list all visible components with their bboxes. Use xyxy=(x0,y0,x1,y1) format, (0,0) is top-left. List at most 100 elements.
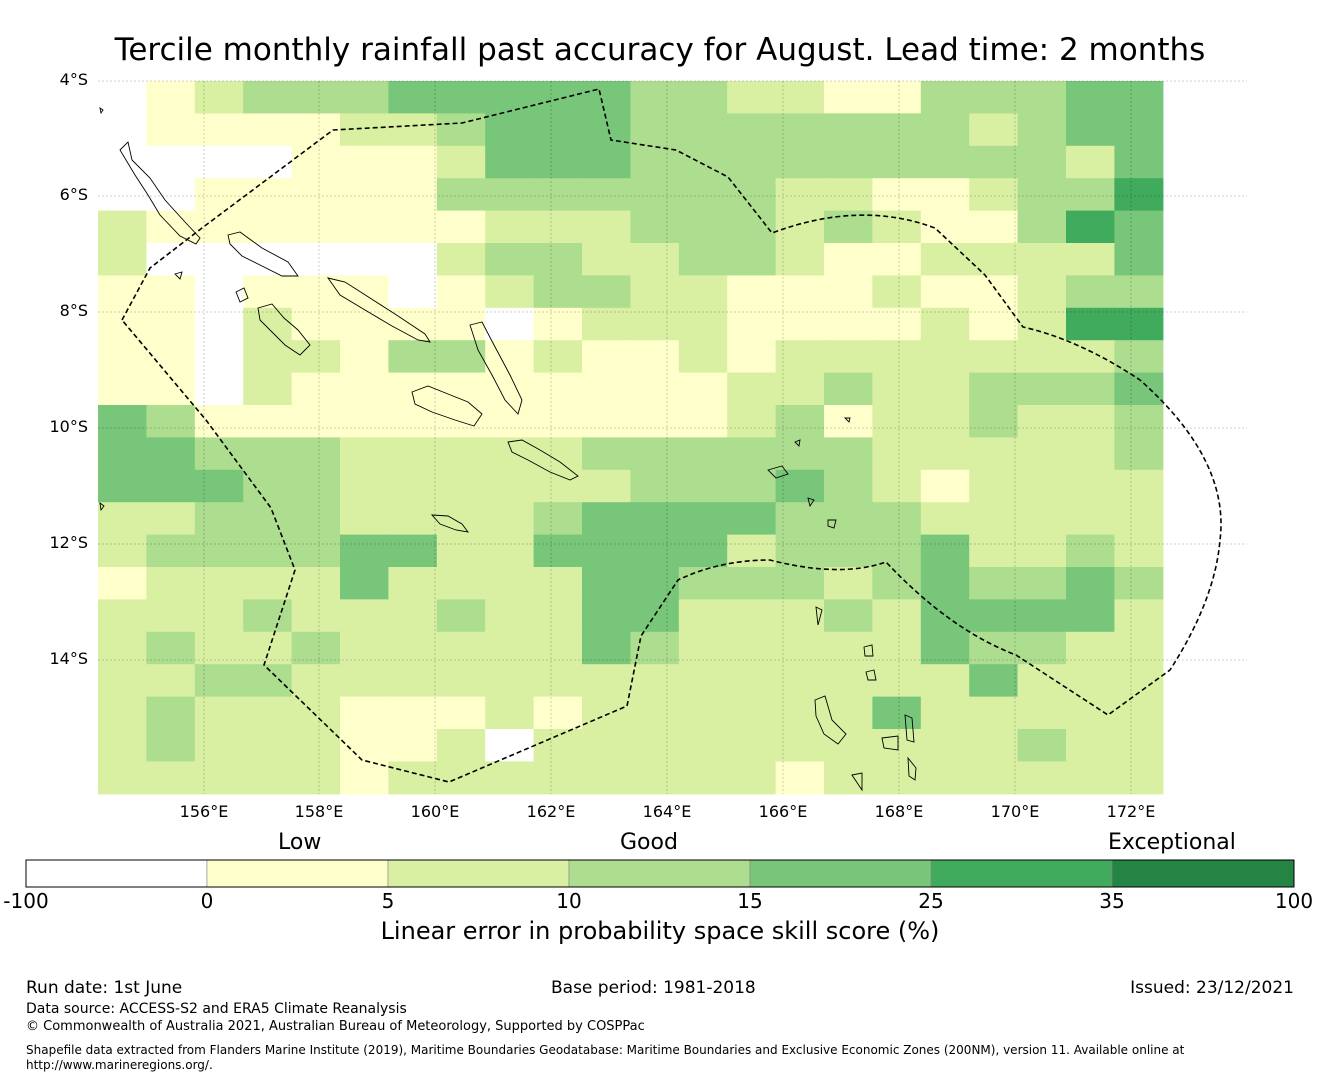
map-cell xyxy=(388,599,438,633)
map-cell xyxy=(243,405,293,438)
map-cell xyxy=(436,664,486,698)
map-cell xyxy=(824,275,873,309)
latitude-label: 10°S xyxy=(49,417,88,436)
map-cell xyxy=(194,113,244,147)
map-cell xyxy=(872,210,922,244)
map-cell xyxy=(1114,81,1164,114)
map-cell xyxy=(291,210,341,244)
island-guadalcanal xyxy=(411,385,483,427)
map-cell xyxy=(291,469,341,503)
island-vanikoro xyxy=(827,519,837,529)
map-cell xyxy=(1066,469,1115,503)
map-cell xyxy=(485,178,535,212)
map-cell xyxy=(98,405,147,438)
map-cell xyxy=(824,372,873,406)
eez-boundary xyxy=(121,88,1222,783)
map-cell xyxy=(630,243,680,276)
map-cell xyxy=(291,405,341,438)
map-cell xyxy=(146,761,196,795)
map-cell xyxy=(146,534,196,568)
map-cell xyxy=(436,405,486,438)
map-cell xyxy=(872,534,922,568)
map-cell xyxy=(1066,210,1115,244)
map-cell xyxy=(436,145,486,179)
map-cell xyxy=(533,81,583,114)
map-cell xyxy=(872,307,922,341)
map-cell xyxy=(969,210,1019,244)
island-santa-cruz xyxy=(767,465,789,479)
map-cell xyxy=(485,599,535,633)
map-cell xyxy=(146,210,196,244)
map-cell xyxy=(243,761,293,795)
map-cell xyxy=(920,631,970,665)
island-torres xyxy=(815,606,823,626)
map-cell xyxy=(678,81,728,114)
map-cell xyxy=(194,729,244,762)
map-cell xyxy=(1017,275,1067,309)
map-cell xyxy=(1017,599,1067,633)
map-cell xyxy=(146,243,196,276)
map-cell xyxy=(1114,631,1164,665)
map-cell xyxy=(920,405,970,438)
map-cell xyxy=(1017,761,1067,795)
map-cell xyxy=(969,534,1019,568)
map-cell xyxy=(824,729,873,762)
map-cell xyxy=(872,567,922,600)
map-cell xyxy=(98,567,147,600)
map-cell xyxy=(243,113,293,147)
map-cell xyxy=(1066,145,1115,179)
map-cell xyxy=(194,307,244,341)
map-cell xyxy=(291,729,341,762)
map-cell xyxy=(630,534,680,568)
map-cell xyxy=(872,502,922,536)
map-cell xyxy=(194,567,244,600)
map-cell xyxy=(194,761,244,795)
map-cell xyxy=(291,307,341,341)
map-cell xyxy=(969,243,1019,276)
map-cell xyxy=(340,696,389,730)
map-cell xyxy=(436,729,486,762)
map-cell xyxy=(340,113,389,147)
map-cell xyxy=(824,178,873,212)
map-cell xyxy=(727,437,777,471)
map-cell xyxy=(436,534,486,568)
colorbar-segment xyxy=(1111,859,1295,888)
map-cell xyxy=(678,113,728,147)
island-ambae xyxy=(907,756,917,781)
latitude-label: 12°S xyxy=(49,533,88,552)
colorbar-segment xyxy=(25,859,208,888)
legend-good-label: Good xyxy=(620,830,678,855)
map-cell xyxy=(243,469,293,503)
map-cell xyxy=(920,469,970,503)
legend-exceptional-label: Exceptional xyxy=(1108,830,1236,855)
colorbar-tick-label: 0 xyxy=(200,889,214,913)
map-cell xyxy=(146,729,196,762)
colorbar-tick-label: 100 xyxy=(1274,889,1314,913)
map-cell xyxy=(920,372,970,406)
island-choiseul xyxy=(227,231,299,277)
map-cell xyxy=(436,275,486,309)
map-cell xyxy=(194,405,244,438)
map-cell xyxy=(582,631,631,665)
map-cell xyxy=(872,145,922,179)
map-cell xyxy=(678,761,728,795)
map-cell xyxy=(920,113,970,147)
map-cell xyxy=(678,534,728,568)
island-espiritu-santo xyxy=(814,695,847,745)
map-cell xyxy=(436,761,486,795)
map-cell xyxy=(1017,405,1067,438)
map-cell xyxy=(727,599,777,633)
map-cell xyxy=(969,437,1019,471)
map-cell xyxy=(872,469,922,503)
map-cell xyxy=(98,243,147,276)
colorbar-segment xyxy=(568,859,751,888)
map-cell xyxy=(1017,113,1067,147)
chart-title: Tercile monthly rainfall past accuracy f… xyxy=(114,32,1206,68)
map-cell xyxy=(146,275,196,309)
map-cell xyxy=(1114,178,1164,212)
map-cell xyxy=(388,372,438,406)
map-cell xyxy=(533,729,583,762)
colorbar-border xyxy=(25,859,1295,888)
map-cell xyxy=(340,437,389,471)
map-cell xyxy=(388,502,438,536)
